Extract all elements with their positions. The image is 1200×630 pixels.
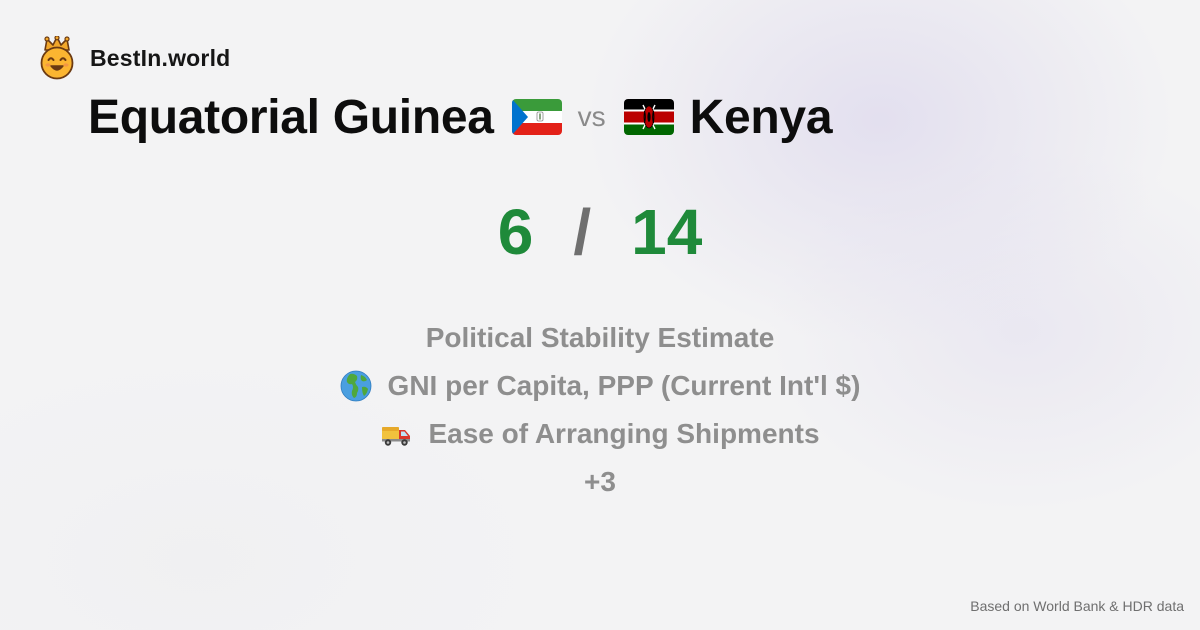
smiling-face-with-crown-icon <box>40 36 74 80</box>
country-b-name[interactable]: Kenya <box>689 90 833 144</box>
data-source-note: Based on World Bank & HDR data <box>970 598 1184 614</box>
globe-icon <box>340 370 371 402</box>
score-left: 6 <box>497 196 534 268</box>
metric-label: Political Stability Estimate <box>425 322 775 353</box>
equatorial-guinea-flag-icon <box>511 99 562 135</box>
metric-item[interactable]: Political Stability Estimate <box>426 314 775 362</box>
brand-name: BestIn.world <box>90 44 231 71</box>
kenya-flag-icon <box>623 99 674 135</box>
score-right: 14 <box>631 196 703 268</box>
brand-header[interactable]: BestIn.world <box>38 36 230 80</box>
metric-label: Ease of Arranging Shipments <box>428 418 820 449</box>
vs-label: vs <box>577 101 606 132</box>
more-metrics-link[interactable]: +3 <box>584 458 616 506</box>
metrics-list: Political Stability Estimate GNI per Cap… <box>0 314 1200 506</box>
score-display: 6 / 14 <box>0 196 1200 268</box>
comparison-title: Equatorial Guinea vs Kenya <box>88 88 833 146</box>
metric-label: GNI per Capita, PPP (Current Int'l $) <box>387 370 861 401</box>
metric-item[interactable]: GNI per Capita, PPP (Current Int'l $) <box>340 362 861 410</box>
delivery-truck-icon <box>382 427 411 446</box>
metric-item[interactable]: Ease of Arranging Shipments <box>380 410 820 458</box>
score-separator: / <box>573 196 592 268</box>
country-a-name[interactable]: Equatorial Guinea <box>88 90 494 144</box>
more-metrics-label: +3 <box>584 466 616 497</box>
